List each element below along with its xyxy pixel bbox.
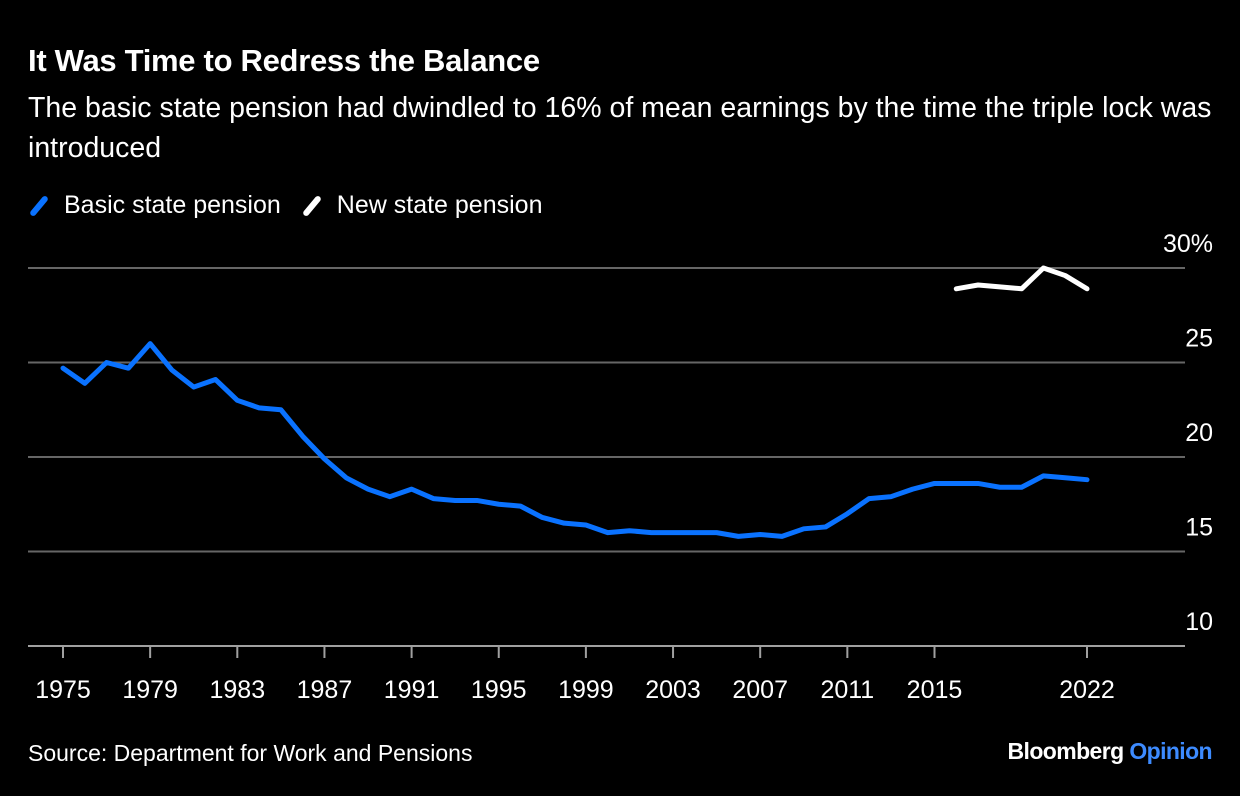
series-line-basic-state-pension xyxy=(60,341,1090,539)
x-tick-label: 2007 xyxy=(732,676,788,704)
x-tick-label: 2015 xyxy=(907,676,963,704)
legend: Basic state pension New state pension xyxy=(28,191,564,220)
source-note: Source: Department for Work and Pensions xyxy=(28,740,473,766)
x-tick-label: 1995 xyxy=(471,676,527,704)
legend-label: Basic state pension xyxy=(64,191,281,219)
x-tick-label: 2003 xyxy=(645,676,701,704)
legend-item-basic: Basic state pension xyxy=(28,191,281,220)
legend-item-new: New state pension xyxy=(301,191,543,220)
y-tick-label: 15 xyxy=(1185,514,1213,542)
x-tick-label: 1991 xyxy=(384,676,440,704)
x-tick-label: 1987 xyxy=(297,676,353,704)
series-line-new-state-pension xyxy=(953,265,1090,292)
y-tick-label: 30% xyxy=(1163,230,1213,258)
x-tick-label: 1999 xyxy=(558,676,614,704)
y-tick-label: 25 xyxy=(1185,325,1213,353)
bloomberg-opinion-logo: Bloomberg Opinion xyxy=(1007,738,1213,765)
x-tick-label: 2011 xyxy=(820,676,874,704)
logo-brand: Bloomberg xyxy=(1007,738,1125,764)
logo-product: Opinion xyxy=(1129,738,1212,764)
legend-label: New state pension xyxy=(336,191,543,219)
x-tick-label: 1983 xyxy=(209,676,265,704)
x-tick-label: 1979 xyxy=(122,676,178,704)
y-tick-label: 20 xyxy=(1185,419,1213,447)
x-tick-label: 1975 xyxy=(35,676,91,704)
y-tick-label: 10 xyxy=(1185,608,1213,636)
chart-title: It Was Time to Redress the Balance xyxy=(28,43,540,78)
x-tick-label: 2022 xyxy=(1059,676,1115,704)
chart-subtitle: The basic state pension had dwindled to … xyxy=(28,92,1212,164)
